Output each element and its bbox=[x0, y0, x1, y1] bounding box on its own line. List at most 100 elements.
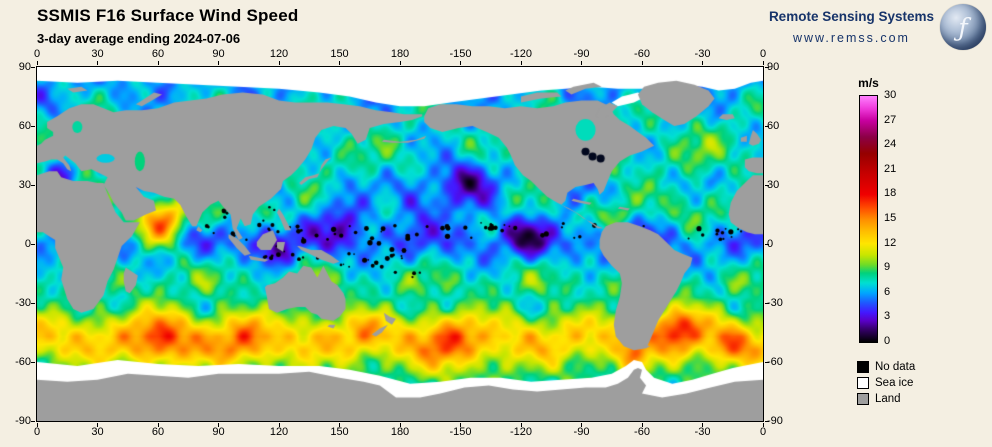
longitude-label-bottom: 180 bbox=[390, 426, 410, 438]
axis-tick bbox=[218, 423, 219, 427]
latitude-label-right: -60 bbox=[767, 356, 783, 368]
longitude-label-bottom: 0 bbox=[759, 426, 767, 438]
latitude-label-right: 90 bbox=[767, 61, 780, 73]
axis-tick bbox=[702, 61, 703, 65]
globe-logo-icon: ƒ bbox=[940, 4, 986, 50]
latitude-label-left: -60 bbox=[15, 356, 31, 368]
colorbar-tick-label: 18 bbox=[884, 187, 897, 200]
axis-tick bbox=[31, 66, 35, 68]
axis-tick bbox=[520, 61, 522, 65]
brand-name: Remote Sensing Systems bbox=[768, 9, 934, 24]
axis-tick bbox=[641, 61, 643, 65]
axis-tick bbox=[36, 423, 38, 427]
latitude-label-left: 90 bbox=[18, 61, 31, 73]
axis-tick bbox=[36, 61, 38, 65]
colorbar-tick-label: 3 bbox=[884, 310, 891, 323]
colorbar-tick-label: 15 bbox=[884, 212, 897, 224]
latitude-label-right: -90 bbox=[767, 415, 783, 427]
axis-tick bbox=[157, 61, 159, 65]
colorbar-tick-label: 12 bbox=[884, 236, 897, 249]
colorbar-tick-label: 6 bbox=[884, 285, 891, 298]
axis-tick bbox=[641, 423, 643, 427]
longitude-label-top: 180 bbox=[390, 48, 410, 60]
longitude-label-top: 0 bbox=[759, 48, 767, 60]
latitude-label-left: -30 bbox=[15, 297, 31, 309]
longitude-label-bottom: 30 bbox=[91, 426, 104, 438]
colorbar bbox=[859, 95, 878, 343]
axis-tick bbox=[520, 423, 522, 427]
brand-url-link[interactable]: www.remss.com bbox=[792, 31, 910, 45]
colorbar-tick-label: 24 bbox=[884, 138, 897, 151]
world-map-canvas bbox=[37, 67, 763, 421]
latitude-label-right: 60 bbox=[767, 120, 780, 132]
axis-tick bbox=[765, 125, 769, 127]
axis-tick bbox=[31, 420, 35, 422]
legend-label: No data bbox=[875, 361, 916, 373]
axis-tick bbox=[31, 243, 35, 245]
legend-item-sea-ice: Sea ice bbox=[857, 377, 915, 389]
longitude-label-top: 60 bbox=[151, 48, 165, 60]
legend-swatch bbox=[857, 361, 869, 373]
colorbar-tick-label: 0 bbox=[884, 335, 891, 347]
branding: Remote Sensing Systems www.remss.com bbox=[769, 9, 934, 45]
legend-item-land: Land bbox=[857, 393, 915, 405]
longitude-label-top: 120 bbox=[269, 48, 289, 60]
colorbar-tick-label: 27 bbox=[884, 113, 897, 126]
axis-tick bbox=[765, 243, 769, 245]
axis-tick bbox=[581, 423, 582, 427]
axis-tick bbox=[31, 125, 35, 127]
latitude-label-left: 60 bbox=[18, 120, 31, 132]
longitude-label-bottom: 0 bbox=[33, 426, 41, 438]
axis-tick bbox=[31, 302, 35, 304]
axis-tick bbox=[31, 184, 35, 186]
axis-tick bbox=[339, 61, 340, 65]
map-legend: No data Sea ice Land bbox=[857, 361, 915, 409]
latitude-label-right: 30 bbox=[767, 179, 780, 191]
longitude-label-top: 0 bbox=[33, 48, 41, 60]
axis-tick bbox=[460, 61, 461, 65]
axis-tick bbox=[97, 61, 98, 65]
legend-label: Land bbox=[875, 393, 901, 405]
axis-tick bbox=[762, 423, 764, 427]
legend-item-no-data: No data bbox=[857, 361, 915, 373]
page-title: SSMIS F16 Surface Wind Speed bbox=[37, 6, 299, 25]
longitude-label-bottom: -150 bbox=[449, 426, 472, 438]
longitude-label-bottom: -30 bbox=[694, 426, 711, 438]
legend-swatch bbox=[857, 377, 869, 389]
axis-tick bbox=[157, 423, 159, 427]
colorbar-tick-label: 9 bbox=[884, 261, 891, 274]
longitude-label-top: -90 bbox=[573, 48, 590, 60]
longitude-label-bottom: 90 bbox=[212, 426, 225, 438]
latitude-label-left: -90 bbox=[15, 415, 31, 427]
longitude-label-top: -150 bbox=[449, 48, 472, 60]
colorbar-tick-label: 21 bbox=[884, 162, 897, 175]
axis-tick bbox=[278, 423, 280, 427]
page-subtitle: 3-day average ending 2024-07-06 bbox=[37, 31, 241, 46]
colorbar-units-label: m/s bbox=[858, 76, 879, 90]
map-frame bbox=[36, 66, 764, 422]
axis-tick bbox=[339, 423, 340, 427]
longitude-label-bottom: -90 bbox=[573, 426, 590, 438]
axis-tick bbox=[399, 61, 401, 65]
axis-tick bbox=[31, 361, 35, 363]
globe-logo-letter: ƒ bbox=[958, 12, 968, 42]
legend-swatch bbox=[857, 393, 869, 405]
colorbar-tick-labels: 30 27 24 21 18 15 12 9 6 3 0 bbox=[884, 89, 914, 347]
axis-tick bbox=[278, 61, 280, 65]
axis-tick bbox=[762, 61, 764, 65]
longitude-label-top: 30 bbox=[91, 48, 104, 60]
legend-label: Sea ice bbox=[875, 377, 914, 389]
axis-tick bbox=[765, 184, 769, 186]
longitude-label-bottom: -120 bbox=[509, 426, 533, 438]
latitude-label-right: 0 bbox=[767, 238, 774, 250]
latitude-label-left: 0 bbox=[24, 238, 31, 250]
axis-tick bbox=[702, 423, 703, 427]
longitude-label-top: 90 bbox=[212, 48, 225, 60]
latitude-label-right: -30 bbox=[767, 297, 783, 309]
axis-tick bbox=[765, 420, 769, 422]
colorbar-tick-label: 30 bbox=[884, 89, 897, 101]
axis-tick bbox=[765, 302, 769, 304]
longitude-label-top: 150 bbox=[330, 48, 349, 60]
colorbar-gradient-canvas bbox=[860, 96, 877, 342]
